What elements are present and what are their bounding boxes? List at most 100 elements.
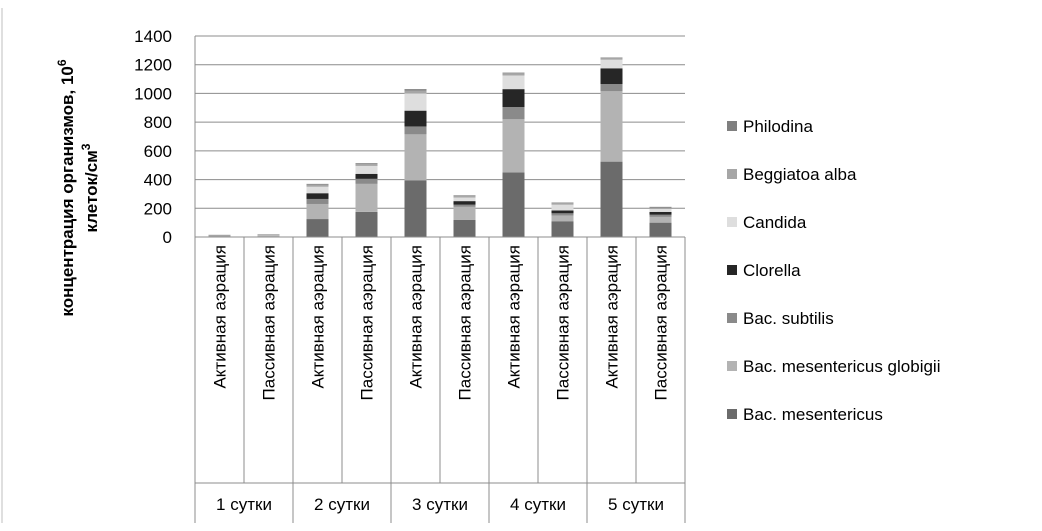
bar-segment: [551, 202, 574, 204]
legend-label: Bac. subtilis: [743, 309, 834, 328]
bar-segment: [453, 195, 476, 197]
axes: 0 200 400 600 800 1000 1200 1400 Активная аэраци…: [134, 27, 686, 523]
bar-segment: [502, 107, 525, 120]
bar-segment: [649, 209, 672, 212]
bar-segment: [404, 126, 427, 135]
y-tick-label: 0: [163, 228, 172, 247]
bar-segment: [306, 186, 329, 194]
bar-segment: [649, 216, 672, 223]
group-label: 2 сутки: [314, 495, 370, 514]
x-tick-label: Пассивная аэрация: [554, 245, 573, 400]
legend-label: Bac. mesentericus: [743, 405, 883, 424]
group-label: 3 сутки: [412, 495, 468, 514]
legend-swatch: [727, 217, 737, 227]
bar-segment: [404, 90, 427, 94]
bar-segment: [453, 204, 476, 207]
bar-segment: [453, 206, 476, 220]
bar-segment: [502, 89, 525, 108]
bar-segment: [306, 203, 329, 220]
bar-segment: [306, 184, 329, 187]
y-tick-label: 400: [144, 171, 172, 190]
bar-segment: [649, 211, 672, 215]
bar-segment: [502, 72, 525, 74]
bar-segment: [600, 58, 623, 60]
x-tick-label: Пассивная аэрация: [358, 245, 377, 400]
bar-segment: [649, 214, 672, 217]
gridlines: [195, 35, 685, 209]
bar-segment: [208, 235, 231, 237]
bar-segment: [649, 207, 672, 210]
bar-segment: [355, 183, 378, 212]
bar-segment: [453, 219, 476, 237]
bar-segment: [649, 222, 672, 237]
y-tick-label: 1400: [134, 27, 172, 46]
bar-segment: [551, 215, 574, 222]
group-label: 1 сутки: [216, 495, 272, 514]
legend-swatch: [727, 121, 737, 131]
bar-segment: [355, 173, 378, 179]
group-label: 5 сутки: [608, 495, 664, 514]
legend-swatch: [727, 169, 737, 179]
bar-segment: [502, 75, 525, 90]
bar-segment: [551, 210, 574, 214]
x-tick-label: Пассивная аэрация: [260, 245, 279, 400]
bar-segment: [306, 183, 329, 185]
legend-swatch: [727, 361, 737, 371]
bar-segment: [649, 206, 672, 208]
y-tick-label: 1000: [134, 84, 172, 103]
bar-segment: [306, 198, 329, 204]
legend-swatch: [727, 409, 737, 419]
y-axis-label-line1: концентрация организмов, 106: [55, 59, 77, 316]
x-tick-label: Активная аэрация: [309, 245, 328, 389]
x-tick-label: Пассивная аэрация: [456, 245, 475, 400]
bar-segment: [600, 161, 623, 237]
bar-segment: [257, 235, 280, 236]
legend-label: Clorella: [743, 261, 801, 280]
bar-segment: [551, 221, 574, 237]
group-label: 4 сутки: [510, 495, 566, 514]
bar-segment: [355, 163, 378, 166]
bar-segment: [257, 235, 280, 237]
bar-segment: [600, 68, 623, 85]
bar-segment: [600, 91, 623, 162]
bar-segment: [355, 178, 378, 184]
legend: Philodina Beggiatoa alba Candida Clorella Ba…: [727, 117, 940, 424]
bar-segment: [306, 193, 329, 199]
y-tick-label: 800: [144, 113, 172, 132]
legend-label: Philodina: [743, 117, 813, 136]
bar-segment: [502, 172, 525, 237]
legend-swatch: [727, 265, 737, 275]
y-tick-label: 1200: [134, 56, 172, 75]
x-tick-label: Активная аэрация: [505, 245, 524, 389]
y-tick-label: 200: [144, 199, 172, 218]
bar-segment: [551, 204, 574, 211]
x-tick-label: Активная аэрация: [407, 245, 426, 389]
bar-segment: [600, 57, 623, 59]
y-axis-label-line2: клеток/см3: [79, 143, 101, 232]
bar-segment: [208, 234, 231, 236]
bar-segment: [404, 110, 427, 127]
bar-segment: [208, 235, 231, 236]
bar-segment: [551, 213, 574, 216]
bar-segment: [600, 84, 623, 92]
x-tick-label: Пассивная аэрация: [652, 245, 671, 400]
bars: [208, 57, 672, 238]
bar-segment: [208, 235, 231, 237]
bar-segment: [551, 203, 574, 205]
bar-segment: [502, 119, 525, 173]
bar-segment: [453, 201, 476, 205]
y-tick-label: 600: [144, 142, 172, 161]
bar-segment: [355, 163, 378, 164]
bar-segment: [404, 89, 427, 91]
y-axis-label: концентрация организмов, 106 клеток/см3: [55, 59, 101, 316]
bar-segment: [257, 234, 280, 235]
bar-segment: [453, 196, 476, 198]
x-tick-label: Активная аэрация: [603, 245, 622, 389]
bar-segment: [355, 211, 378, 237]
bar-segment: [306, 219, 329, 237]
legend-label: Beggiatoa alba: [743, 165, 857, 184]
bar-segment: [404, 180, 427, 237]
legend-swatch: [727, 313, 737, 323]
bar-segment: [355, 165, 378, 174]
